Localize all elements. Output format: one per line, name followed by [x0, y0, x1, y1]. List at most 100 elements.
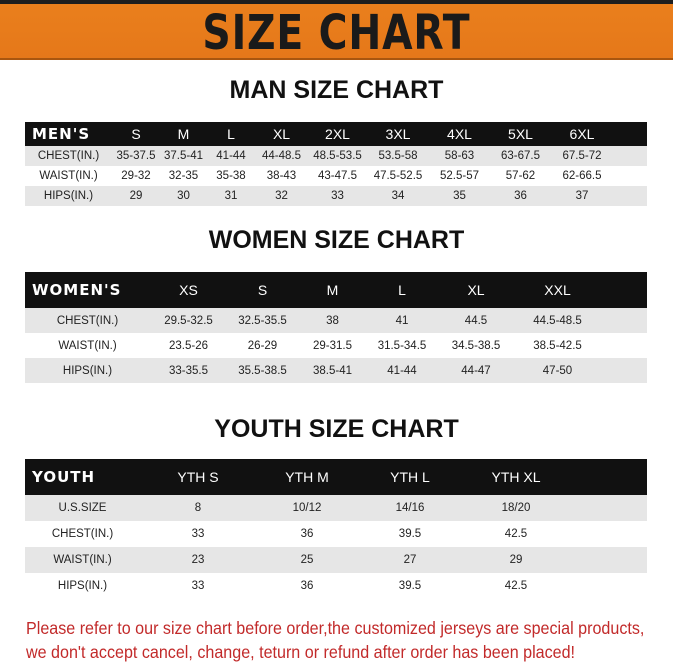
measurement-cell: 44-48.5: [255, 146, 308, 166]
size-header-cell: YTH S: [140, 459, 256, 495]
row-label-cell: HIPS(IN.): [25, 358, 150, 383]
empty-cell: [600, 272, 647, 308]
size-header-cell: 2XL: [308, 122, 367, 146]
measurement-cell: 38.5-41: [298, 358, 367, 383]
size-header-cell: XL: [255, 122, 308, 146]
measurement-cell: 32.5-35.5: [227, 308, 298, 333]
empty-cell: [613, 186, 647, 206]
banner-title: SIZE CHART: [202, 5, 471, 61]
measurement-cell: 29-31.5: [298, 333, 367, 358]
table-row: CHEST(IN.) 33 36 39.5 42.5: [25, 521, 647, 547]
measurement-cell: 8: [140, 495, 256, 521]
measurement-cell: 31: [207, 186, 255, 206]
empty-cell: [600, 358, 647, 383]
row-label-cell: WAIST(IN.): [25, 166, 112, 186]
measurement-cell: 35-38: [207, 166, 255, 186]
table-row: HIPS(IN.) 29 30 31 32 33 34 35 36 37: [25, 186, 647, 206]
measurement-cell: 48.5-53.5: [308, 146, 367, 166]
measurement-cell: 38-43: [255, 166, 308, 186]
measurement-cell: 33-35.5: [150, 358, 227, 383]
size-header-cell: M: [298, 272, 367, 308]
measurement-cell: 29: [112, 186, 160, 206]
size-header-cell: YTH L: [358, 459, 462, 495]
size-header-cell: XL: [437, 272, 515, 308]
measurement-cell: 37.5-41: [160, 146, 207, 166]
measurement-cell: 36: [490, 186, 551, 206]
men-title: MAN SIZE CHART: [229, 76, 444, 104]
measurement-cell: 33: [140, 521, 256, 547]
measurement-cell: 63-67.5: [490, 146, 551, 166]
measurement-cell: 36: [256, 521, 358, 547]
measurement-cell: 44.5-48.5: [515, 308, 600, 333]
measurement-cell: 29: [462, 547, 570, 573]
measurement-cell: 23: [140, 547, 256, 573]
measurement-cell: 14/16: [358, 495, 462, 521]
row-label-cell: CHEST(IN.): [25, 521, 140, 547]
empty-cell: [613, 146, 647, 166]
measurement-cell: 29-32: [112, 166, 160, 186]
measurement-cell: 35: [429, 186, 490, 206]
measurement-cell: 32-35: [160, 166, 207, 186]
measurement-cell: 34.5-38.5: [437, 333, 515, 358]
measurement-cell: 47-50: [515, 358, 600, 383]
measurement-cell: 62-66.5: [551, 166, 613, 186]
measurement-cell: 41-44: [207, 146, 255, 166]
measurement-cell: 30: [160, 186, 207, 206]
table-row: U.S.SIZE 8 10/12 14/16 18/20: [25, 495, 647, 521]
measurement-cell: 36: [256, 573, 358, 599]
table-row: CHEST(IN.) 35-37.5 37.5-41 41-44 44-48.5 48.5…: [25, 146, 647, 166]
measurement-cell: 47.5-52.5: [367, 166, 429, 186]
measurement-cell: 32: [255, 186, 308, 206]
size-header-cell: 3XL: [367, 122, 429, 146]
table-row: WAIST(IN.) 23 25 27 29: [25, 547, 647, 573]
women-size-table: WOMEN'S XS S M L XL XXL CHEST(IN.) 29.5-32.5 32.5…: [25, 272, 647, 383]
measurement-cell: 43-47.5: [308, 166, 367, 186]
row-label-cell: WAIST(IN.): [25, 547, 140, 573]
table-title-cell: YOUTH: [25, 459, 140, 495]
size-header-cell: 5XL: [490, 122, 551, 146]
size-header-cell: XXL: [515, 272, 600, 308]
measurement-cell: 31.5-34.5: [367, 333, 437, 358]
measurement-cell: 26-29: [227, 333, 298, 358]
size-header-cell: YTH M: [256, 459, 358, 495]
measurement-cell: 53.5-58: [367, 146, 429, 166]
table-header-row: YOUTH YTH S YTH M YTH L YTH XL: [25, 459, 647, 495]
table-row: HIPS(IN.) 33-35.5 35.5-38.5 38.5-41 41-44 44-…: [25, 358, 647, 383]
measurement-cell: 33: [140, 573, 256, 599]
measurement-cell: 18/20: [462, 495, 570, 521]
row-label-cell: CHEST(IN.): [25, 308, 150, 333]
measurement-cell: 35-37.5: [112, 146, 160, 166]
empty-cell: [600, 308, 647, 333]
empty-cell: [613, 166, 647, 186]
youth-size-table: YOUTH YTH S YTH M YTH L YTH XL U.S.SIZE 8 10/12…: [25, 459, 647, 599]
measurement-cell: 10/12: [256, 495, 358, 521]
notice-line-2: we don't accept cancel, change, teturn o…: [26, 642, 576, 662]
row-label-cell: HIPS(IN.): [25, 186, 112, 206]
measurement-cell: 39.5: [358, 521, 462, 547]
measurement-cell: 37: [551, 186, 613, 206]
measurement-cell: 58-63: [429, 146, 490, 166]
measurement-cell: 38.5-42.5: [515, 333, 600, 358]
size-header-cell: S: [112, 122, 160, 146]
row-label-cell: CHEST(IN.): [25, 146, 112, 166]
measurement-cell: 29.5-32.5: [150, 308, 227, 333]
empty-cell: [570, 547, 647, 573]
table-title-cell: WOMEN'S: [25, 272, 150, 308]
measurement-cell: 38: [298, 308, 367, 333]
size-header-cell: L: [367, 272, 437, 308]
measurement-cell: 34: [367, 186, 429, 206]
men-size-table: MEN'S S M L XL 2XL 3XL 4XL 5XL 6XL CHEST(IN.) 35-37…: [25, 122, 647, 206]
measurement-cell: 42.5: [462, 521, 570, 547]
measurement-cell: 33: [308, 186, 367, 206]
table-row: WAIST(IN.) 23.5-26 26-29 29-31.5 31.5-34.5 34…: [25, 333, 647, 358]
size-header-cell: 6XL: [551, 122, 613, 146]
youth-title: YOUTH SIZE CHART: [214, 415, 459, 443]
measurement-cell: 23.5-26: [150, 333, 227, 358]
empty-cell: [613, 122, 647, 146]
measurement-cell: 42.5: [462, 573, 570, 599]
empty-cell: [570, 495, 647, 521]
size-chart-banner: SIZE CHART: [0, 4, 673, 61]
measurement-cell: 41-44: [367, 358, 437, 383]
women-title: WOMEN SIZE CHART: [208, 226, 465, 254]
measurement-cell: 44-47: [437, 358, 515, 383]
